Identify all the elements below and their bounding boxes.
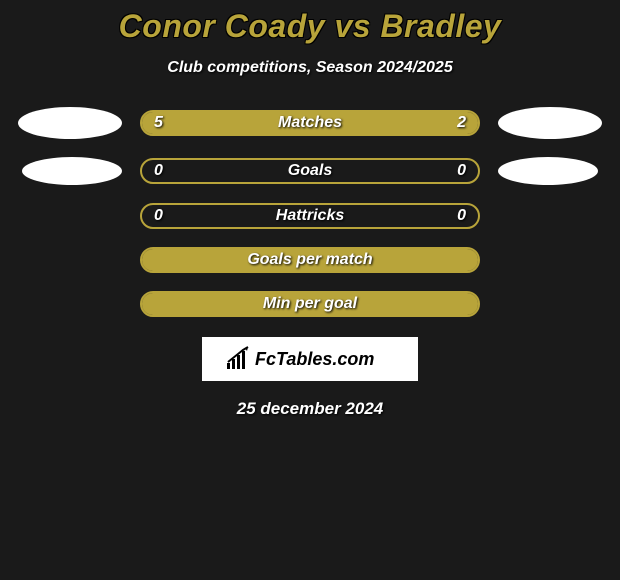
bar-value-right: 0 [457, 162, 466, 180]
fctables-logo-icon: FcTables.com [225, 345, 395, 373]
bar-value-right: 0 [457, 207, 466, 225]
bar-matches: 5 Matches 2 [140, 110, 480, 136]
bar-label: Min per goal [263, 295, 357, 313]
player-left-avatar [18, 107, 122, 139]
bar-value-left: 0 [154, 162, 163, 180]
bar-min-per-goal: Min per goal [140, 291, 480, 317]
bar-label: Goals [288, 162, 332, 180]
date-text: 25 december 2024 [0, 399, 620, 419]
metric-row-goals-per-match: Goals per match [0, 247, 620, 273]
bar-value-left: 0 [154, 207, 163, 225]
bar-goals-per-match: Goals per match [140, 247, 480, 273]
metric-row-min-per-goal: Min per goal [0, 291, 620, 317]
comparison-card: Conor Coady vs Bradley Club competitions… [0, 0, 620, 419]
metric-row-goals: 0 Goals 0 [0, 157, 620, 185]
bar-label: Matches [278, 114, 342, 132]
bar-value-right: 2 [457, 114, 466, 132]
bar-value-left: 5 [154, 114, 163, 132]
brand-badge: FcTables.com [202, 337, 418, 381]
bar-label: Goals per match [247, 251, 372, 269]
bar-label: Hattricks [276, 207, 344, 225]
player-left-avatar [22, 157, 122, 185]
bar-goals: 0 Goals 0 [140, 158, 480, 184]
subtitle: Club competitions, Season 2024/2025 [0, 59, 620, 77]
metric-row-matches: 5 Matches 2 [0, 107, 620, 139]
player-right-avatar [498, 157, 598, 185]
brand-text: FcTables.com [255, 349, 374, 369]
page-title: Conor Coady vs Bradley [0, 8, 620, 45]
player-right-avatar [498, 107, 602, 139]
bar-hattricks: 0 Hattricks 0 [140, 203, 480, 229]
metric-row-hattricks: 0 Hattricks 0 [0, 203, 620, 229]
